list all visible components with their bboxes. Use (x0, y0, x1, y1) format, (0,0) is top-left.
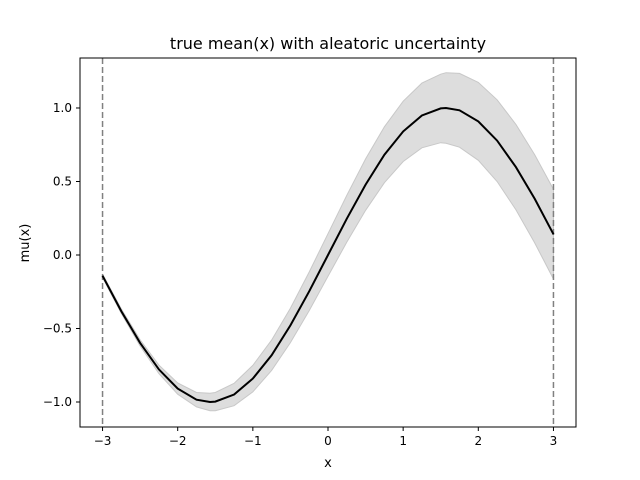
y-tick-label: 0.0 (53, 248, 72, 262)
chart-title: true mean(x) with aleatoric uncertainty (170, 34, 486, 53)
y-tick-label: −1.0 (43, 395, 72, 409)
x-axis-ticks: −3 −2 −1 0 1 2 3 (94, 427, 558, 448)
mean-line-layer (101, 106, 555, 404)
y-tick-label: −0.5 (43, 322, 72, 336)
x-tick-label: −3 (94, 434, 112, 448)
x-tick-label: 0 (324, 434, 332, 448)
x-tick-label: 2 (474, 434, 482, 448)
y-tick-label: 1.0 (53, 101, 72, 115)
plot-area (101, 58, 555, 427)
x-tick-label: −1 (244, 434, 262, 448)
y-axis-ticks: −1.0 −0.5 0.0 0.5 1.0 (43, 101, 80, 409)
boundary-lines-layer (101, 58, 555, 427)
x-tick-label: 3 (550, 434, 558, 448)
x-axis-label: x (324, 456, 332, 471)
y-tick-label: 0.5 (53, 174, 72, 188)
y-axis-label: mu(x) (18, 224, 33, 263)
x-tick-label: −2 (169, 434, 187, 448)
x-tick-label: 1 (399, 434, 407, 448)
mean-line (101, 106, 555, 404)
